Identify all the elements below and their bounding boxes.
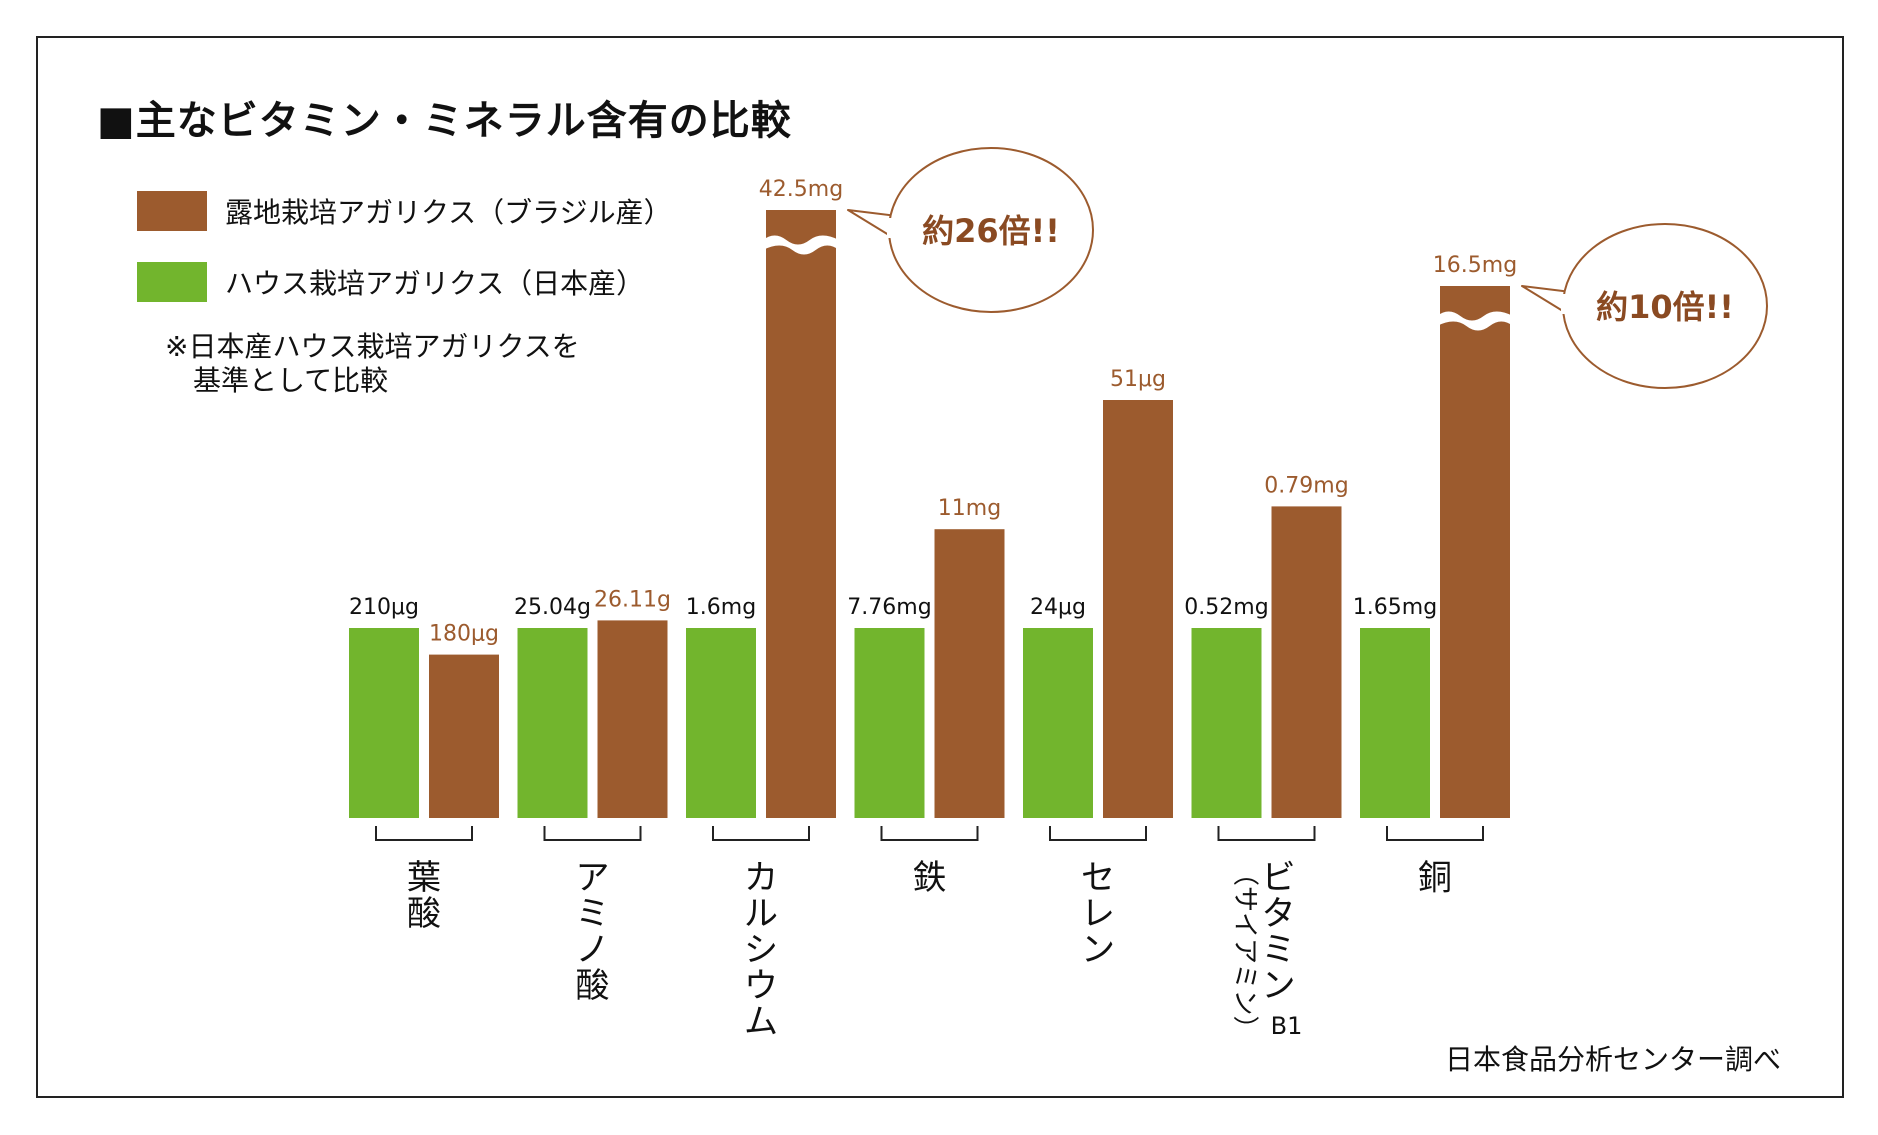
value-label-brazil: 16.5mg: [1433, 253, 1517, 278]
bar-brazil: [766, 210, 836, 818]
bar-japan: [854, 628, 925, 818]
axis-break-mark: [763, 235, 839, 255]
value-label-brazil: 0.79mg: [1264, 473, 1348, 498]
note-line-1: ※日本産ハウス栽培アガリクスを: [165, 330, 580, 363]
category-label-char: ア: [576, 858, 610, 898]
bar-japan: [1360, 628, 1430, 818]
category-label-char: 酸: [407, 894, 441, 934]
category-label-char: セ: [1081, 858, 1115, 898]
category-label-char: タ: [1262, 894, 1296, 934]
bar-brazil: [597, 620, 668, 818]
comparison-note: ※日本産ハウス栽培アガリクスを 基準として比較: [165, 330, 580, 398]
category-label-char: ン: [1262, 966, 1296, 1006]
category-label-char: カ: [744, 858, 778, 898]
callout-text: 約26倍!!: [922, 212, 1060, 250]
value-label-japan: 1.65mg: [1353, 595, 1437, 620]
value-label-brazil: 51μg: [1110, 367, 1166, 392]
category-label-char: ウ: [744, 966, 778, 1006]
value-label-japan: 7.76mg: [847, 595, 931, 620]
callout-pointer-mask: [887, 218, 895, 238]
value-label-brazil: 180μg: [429, 622, 499, 647]
callout-text: 約10倍!!: [1596, 288, 1734, 326]
value-label-japan: 25.04g: [514, 595, 591, 620]
category-bracket: [1386, 826, 1484, 841]
category-bracket: [1049, 826, 1147, 841]
bar-brazil: [429, 654, 499, 818]
legend-swatch-brazil: [137, 191, 207, 231]
bar-japan: [686, 628, 756, 818]
category-label-char: ノ: [576, 930, 610, 970]
category-label-char: ル: [744, 894, 778, 934]
category-label-char: 葉: [407, 858, 441, 898]
category-bracket: [712, 826, 810, 841]
chart-title: ■主なビタミン・ミネラル含有の比較: [97, 98, 792, 144]
axis-break-mark: [1437, 311, 1514, 331]
category-label-char: ミ: [576, 894, 610, 934]
bar-brazil: [1440, 286, 1510, 818]
category-label-char: ミ: [1262, 930, 1296, 970]
category-bracket: [375, 826, 473, 841]
value-label-japan: 210μg: [349, 595, 419, 620]
legend-item-brazil: 露地栽培アガリクス（ブラジル産）: [137, 191, 672, 231]
category-label-char: 酸: [576, 966, 610, 1006]
note-line-2: 基準として比較: [193, 364, 389, 397]
bar-brazil: [1271, 506, 1342, 818]
category-label-suffix: B1: [1271, 1012, 1303, 1040]
category-label-char: レ: [1081, 894, 1115, 934]
bar-japan: [1023, 628, 1093, 818]
chart-frame: [36, 36, 1844, 1098]
category-label-char: シ: [744, 930, 778, 970]
category-label-char: 鉄: [913, 858, 947, 898]
category-label-char: ン: [1081, 930, 1115, 970]
category-bracket: [1217, 826, 1316, 841]
legend-item-japan: ハウス栽培アガリクス（日本産）: [137, 262, 644, 302]
value-label-japan: 24μg: [1030, 595, 1086, 620]
bar-brazil: [934, 529, 1005, 818]
category-label-char: ビ: [1262, 858, 1296, 898]
bar-japan: [349, 628, 419, 818]
bar-japan: [1191, 628, 1262, 818]
value-label-brazil: 11mg: [938, 496, 1001, 521]
legend-label-brazil: 露地栽培アガリクス（ブラジル産）: [225, 196, 672, 229]
bar-japan: [517, 628, 588, 818]
legend-label-japan: ハウス栽培アガリクス（日本産）: [225, 267, 645, 300]
callout-pointer-mask: [1561, 294, 1569, 314]
category-bracket: [543, 826, 642, 841]
category-bracket: [880, 826, 979, 841]
category-label-sub: （サイアミン）: [1230, 860, 1260, 1041]
value-label-japan: 1.6mg: [686, 595, 756, 620]
value-label-brazil: 26.11g: [594, 587, 671, 612]
bar-brazil: [1103, 400, 1173, 818]
data-source: 日本食品分析センター調べ: [1444, 1043, 1781, 1076]
category-label-char: ム: [744, 1002, 778, 1042]
value-label-brazil: 42.5mg: [759, 177, 843, 202]
category-label-char: 銅: [1418, 858, 1452, 898]
value-label-japan: 0.52mg: [1184, 595, 1268, 620]
legend-swatch-japan: [137, 262, 207, 302]
